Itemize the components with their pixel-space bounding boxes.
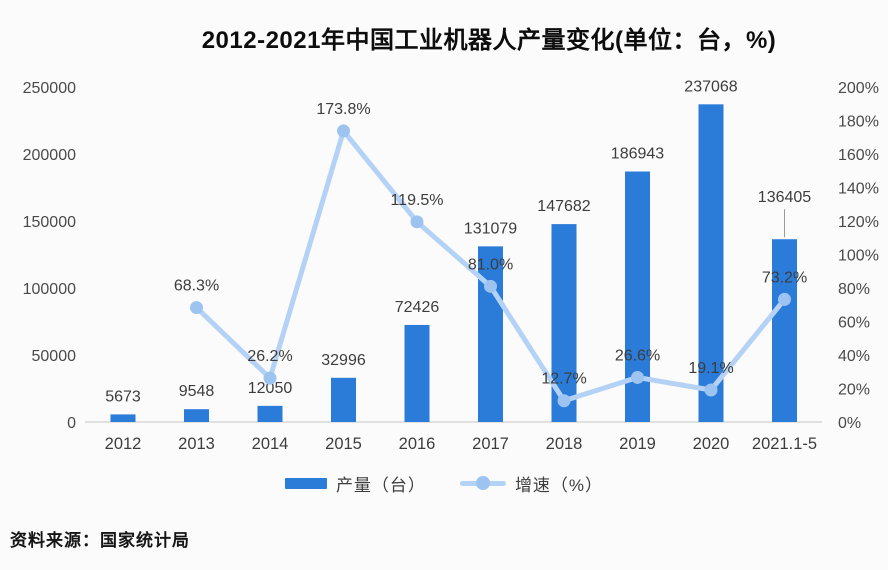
growth-label-2014: 26.2% <box>247 348 292 365</box>
legend: 产量（台） 增速（%） <box>0 471 888 495</box>
legend-label-growth: 增速（%） <box>514 475 604 495</box>
x-axis-label-2014: 2014 <box>252 435 289 453</box>
source-note: 资料来源：国家统计局 <box>10 531 190 550</box>
growth-marker-2019 <box>631 370 644 384</box>
x-axis-label-2015: 2015 <box>325 435 362 453</box>
right-axis-tick-120%: 120% <box>838 214 879 231</box>
x-axis-label-2012: 2012 <box>105 435 142 453</box>
x-axis-label-2020: 2020 <box>693 435 730 453</box>
right-axis-tick-80%: 80% <box>838 281 870 298</box>
chart-title: 2012-2021年中国工业机器人产量变化(单位：台，%) <box>201 27 777 54</box>
bar-2016 <box>404 324 430 422</box>
growth-marker-2020 <box>704 383 718 397</box>
bar-label-2014: 12050 <box>248 380 293 397</box>
line-marker-dot <box>475 476 490 490</box>
growth-label-2021.1-5: 73.2% <box>762 269 807 286</box>
left-axis-tick-0: 0 <box>67 415 76 432</box>
bar-label-2012: 5673 <box>105 388 141 405</box>
left-axis-tick-250000: 250000 <box>23 80 76 97</box>
growth-marker-2016 <box>410 215 424 229</box>
right-axis-tick-0%: 0% <box>838 415 861 432</box>
growth-marker-2021.1-5 <box>778 292 791 306</box>
growth-label-2019: 26.6% <box>615 347 660 364</box>
growth-marker-2017 <box>484 279 497 293</box>
growth-label-2015: 173.8% <box>316 101 370 118</box>
legend-item-production: 产量（台） <box>284 471 426 496</box>
right-axis-tick-40%: 40% <box>838 348 870 365</box>
bar-2019 <box>625 171 650 422</box>
growth-label-2020: 19.1% <box>688 360 733 377</box>
bar-series-swatch <box>284 477 327 489</box>
left-axis-tick-100000: 100000 <box>23 281 76 298</box>
right-axis-tick-160%: 160% <box>838 147 879 164</box>
growth-marker-2013 <box>190 301 203 315</box>
right-axis-tick-200%: 200% <box>838 80 879 97</box>
growth-label-2017: 81.0% <box>468 256 513 273</box>
x-axis-label-2017: 2017 <box>472 435 509 453</box>
x-axis-label-2018: 2018 <box>546 435 583 453</box>
growth-label-2016: 119.5% <box>390 192 443 209</box>
right-axis-tick-180%: 180% <box>838 114 879 131</box>
right-axis-tick-140%: 140% <box>838 181 879 198</box>
bar-label-2020: 237068 <box>684 78 737 95</box>
x-axis-label-2013: 2013 <box>178 435 215 453</box>
left-axis-tick-150000: 150000 <box>23 214 76 231</box>
bar-2020 <box>698 104 724 422</box>
bar-2013 <box>184 409 209 422</box>
bar-label-2013: 9548 <box>179 383 215 400</box>
legend-item-growth: 增速（%） <box>459 471 604 496</box>
left-axis-tick-50000: 50000 <box>32 348 77 365</box>
bar-2014 <box>257 405 283 422</box>
bar-2012 <box>110 414 136 422</box>
right-axis-tick-20%: 20% <box>838 382 870 399</box>
growth-label-2018: 12.7% <box>541 371 586 388</box>
bar-2018 <box>551 224 577 422</box>
growth-marker-2015 <box>337 124 350 138</box>
bar-2017 <box>478 246 503 422</box>
bar-label-2015: 32996 <box>321 352 366 369</box>
growth-marker-2014 <box>263 371 277 385</box>
right-axis-tick-100%: 100% <box>838 248 879 265</box>
x-axis-label-2019: 2019 <box>619 435 656 453</box>
bar-2015 <box>331 377 356 422</box>
growth-label-2013: 68.3% <box>174 278 219 295</box>
left-axis-tick-200000: 200000 <box>23 147 76 164</box>
bar-label-2021.1-5: 136405 <box>758 189 811 206</box>
growth-marker-2018 <box>557 394 571 408</box>
bar-label-2016: 72426 <box>395 299 440 316</box>
bar-2021.1-5 <box>772 239 797 422</box>
right-axis-tick-60%: 60% <box>838 315 870 332</box>
x-axis-label-2016: 2016 <box>399 435 436 453</box>
x-axis-label-2021.1-5: 2021.1-5 <box>752 435 817 453</box>
legend-label-production: 产量（台） <box>335 475 426 495</box>
bar-label-2017: 131079 <box>464 220 517 237</box>
bar-label-2018: 147682 <box>537 198 590 215</box>
bar-label-2019: 186943 <box>611 145 664 162</box>
line-series-swatch <box>459 476 506 490</box>
